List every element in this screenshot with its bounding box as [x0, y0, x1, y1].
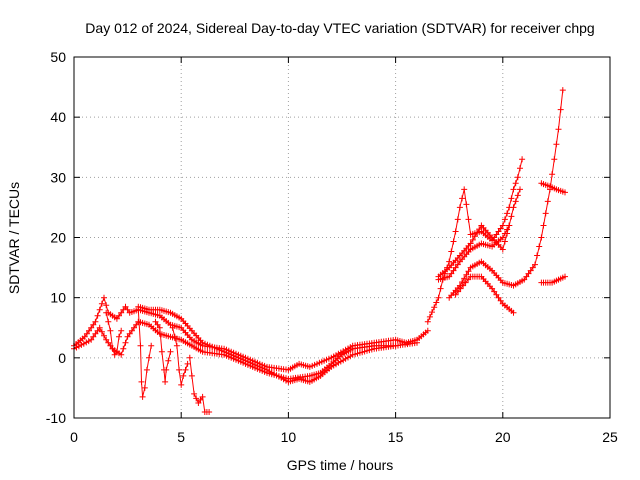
series-markers	[135, 306, 155, 400]
y-tick-label: 20	[50, 230, 66, 246]
y-tick-label: 40	[50, 109, 66, 125]
series-markers	[435, 222, 513, 283]
series-dip-3	[152, 318, 174, 385]
y-tick-label: 30	[50, 169, 66, 185]
series-dip-1	[103, 309, 125, 358]
x-tick-label: 5	[177, 429, 185, 445]
x-tick-label: 20	[495, 429, 511, 445]
x-tick-label: 0	[70, 429, 78, 445]
series-line	[172, 327, 189, 386]
x-tick-label: 10	[281, 429, 297, 445]
series-markers	[446, 87, 566, 301]
series-main-trace-a	[71, 294, 431, 373]
series-markers	[424, 156, 526, 325]
data-series-layer	[71, 87, 568, 415]
grid	[74, 57, 610, 418]
x-tick-label: 15	[388, 429, 404, 445]
series-evening-c	[435, 222, 513, 283]
series-evening-d	[446, 87, 566, 301]
series-line	[189, 357, 210, 413]
series-evening-a	[424, 156, 526, 325]
series-markers	[169, 324, 191, 388]
series-markers	[538, 180, 568, 196]
series-dip-4	[169, 324, 191, 388]
series-evening-e	[452, 273, 517, 316]
series-evening-b	[435, 186, 523, 280]
series-late-b	[538, 273, 568, 286]
chart-title: Day 012 of 2024, Sidereal Day-to-day VTE…	[85, 20, 594, 36]
y-tick-label: -10	[46, 410, 66, 426]
y-tick-label: 10	[50, 290, 66, 306]
series-dip-5	[186, 354, 213, 415]
series-markers	[186, 354, 213, 415]
series-markers	[538, 273, 568, 286]
series-line	[448, 90, 564, 299]
series-markers	[152, 318, 174, 385]
series-markers	[71, 294, 431, 373]
series-markers	[452, 273, 517, 316]
y-tick-label: 50	[50, 49, 66, 65]
y-tick-label: 0	[58, 350, 66, 366]
series-markers	[103, 309, 125, 358]
x-axis-label: GPS time / hours	[287, 457, 394, 473]
series-dip-2	[135, 306, 155, 400]
y-axis-label: SDTVAR / TECUs	[6, 182, 22, 294]
x-tick-label: 25	[602, 429, 618, 445]
series-late-a	[538, 180, 568, 196]
